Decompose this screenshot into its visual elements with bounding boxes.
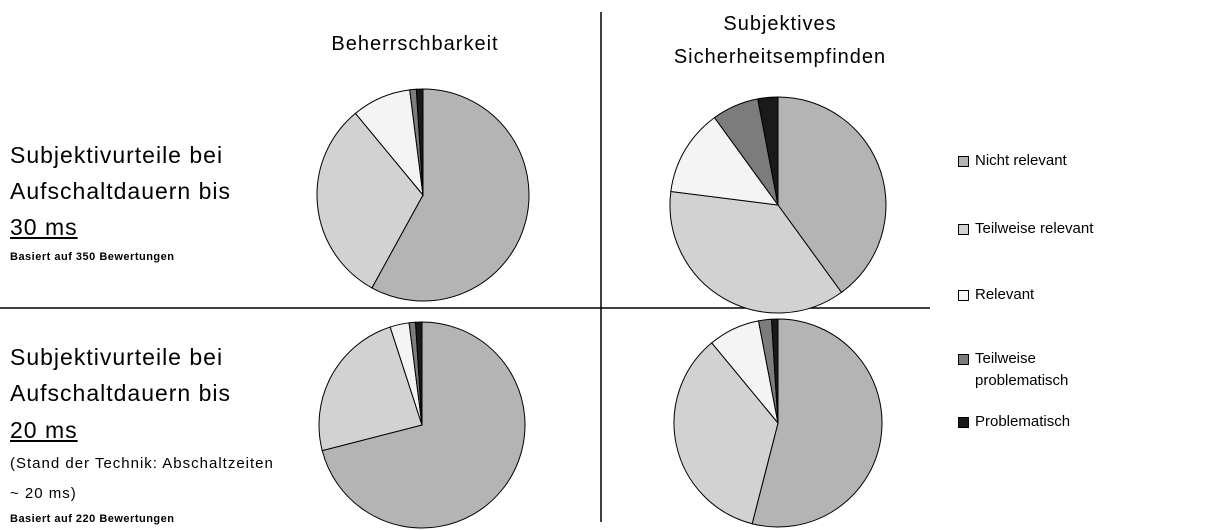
pie-slice xyxy=(669,190,843,314)
pie-slice xyxy=(321,321,526,529)
pie-slice xyxy=(670,116,780,206)
legend-label: Teilweise problematisch xyxy=(975,350,1069,389)
pie-slice xyxy=(318,326,423,452)
legend-swatch xyxy=(958,224,969,235)
pie-slice xyxy=(415,88,424,196)
legend-swatch xyxy=(958,417,969,428)
column-title: Subjektives Sicherheitsempfinden xyxy=(673,13,887,68)
pie-slice xyxy=(415,321,423,426)
legend-label: Relevant xyxy=(975,286,1035,303)
row-duration: 20 ms xyxy=(10,417,78,443)
legend-label: Nicht relevant xyxy=(975,152,1067,169)
legend-swatch xyxy=(958,354,969,365)
pie-slice xyxy=(757,96,779,206)
pie-slice xyxy=(751,318,883,528)
legend-swatch xyxy=(958,290,969,301)
row-duration: 30 ms xyxy=(10,214,78,240)
pie-slice xyxy=(673,342,779,525)
row-basis: Basiert auf 350 Bewertungen xyxy=(10,251,175,263)
legend-label: Problematisch xyxy=(975,413,1071,430)
row-basis: Basiert auf 220 Bewertungen xyxy=(10,513,175,525)
pie-slice xyxy=(770,318,779,424)
legend-swatch xyxy=(958,156,969,167)
pie-slice xyxy=(371,88,530,302)
row-label: Subjektivurteile bei Aufschaltdauern bis xyxy=(10,142,232,204)
row-label: Subjektivurteile bei Aufschaltdauern bis xyxy=(10,344,232,406)
legend-label: Teilweise relevant xyxy=(975,220,1094,237)
row-note: (Stand der Technik: Abschaltzeiten ~ 20 … xyxy=(10,455,274,502)
column-title: Beherrschbarkeit xyxy=(331,33,499,55)
pie-slice xyxy=(316,112,424,289)
pie-slice xyxy=(777,96,887,294)
